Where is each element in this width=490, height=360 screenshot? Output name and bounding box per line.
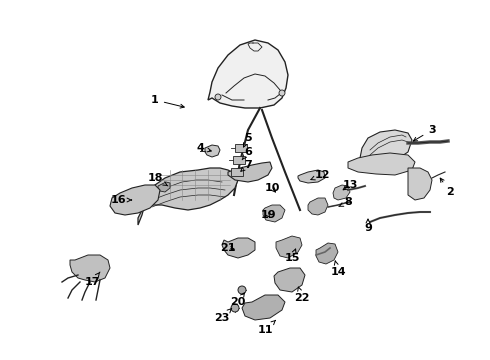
Text: 17: 17 [84,272,100,287]
Text: 4: 4 [196,143,211,153]
Polygon shape [308,198,328,215]
Text: 1: 1 [151,95,184,108]
Text: 10: 10 [264,183,280,193]
Polygon shape [408,168,432,200]
Polygon shape [274,268,305,292]
Text: 13: 13 [343,180,358,190]
Polygon shape [276,236,302,258]
Text: 16: 16 [110,195,131,205]
Text: 20: 20 [230,293,245,307]
Polygon shape [298,170,325,183]
Text: 21: 21 [220,243,236,253]
Circle shape [231,304,239,312]
Polygon shape [228,162,272,182]
Text: 18: 18 [147,173,168,186]
Polygon shape [242,295,285,320]
Text: 6: 6 [242,147,252,160]
Polygon shape [208,40,288,108]
Text: 8: 8 [339,197,352,207]
Polygon shape [205,145,220,157]
Text: 15: 15 [284,249,300,263]
Text: 23: 23 [214,308,232,323]
Polygon shape [70,255,110,282]
Text: 9: 9 [364,219,372,233]
Circle shape [279,90,285,96]
Text: 3: 3 [414,125,436,141]
Polygon shape [316,243,338,264]
Polygon shape [263,205,285,222]
Text: 2: 2 [440,178,454,197]
Circle shape [238,286,246,294]
Polygon shape [348,153,415,175]
Bar [235,144,247,152]
Bar [231,168,243,176]
Bar [233,156,245,164]
Polygon shape [158,182,170,192]
Text: 14: 14 [330,261,346,277]
Text: 11: 11 [257,320,275,335]
Polygon shape [222,238,255,258]
Text: 5: 5 [244,133,252,147]
Text: 22: 22 [294,287,310,303]
Polygon shape [360,130,412,163]
Polygon shape [138,168,238,225]
Polygon shape [110,185,160,215]
Polygon shape [333,185,350,200]
Text: 12: 12 [311,170,330,180]
Text: 7: 7 [241,160,252,171]
Text: 19: 19 [260,210,276,220]
Circle shape [215,94,221,100]
